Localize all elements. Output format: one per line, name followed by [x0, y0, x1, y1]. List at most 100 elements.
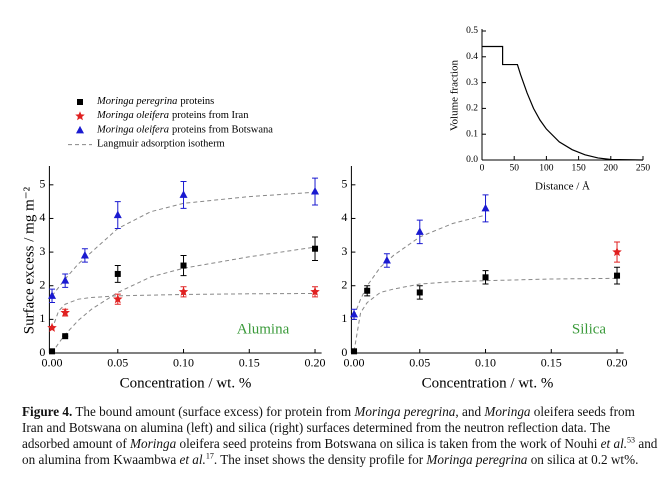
marker-square	[416, 289, 423, 296]
fit-curve	[353, 277, 618, 352]
caption-run: Moringa	[484, 404, 531, 419]
x-tick-label: 0	[480, 164, 485, 174]
marker-star	[75, 111, 85, 121]
marker-square	[614, 272, 621, 279]
marker-triangle	[80, 250, 89, 259]
annotation: Alumina	[237, 321, 290, 337]
caption-run: and on alumina from Kwaambwa	[22, 436, 658, 467]
marker-square	[180, 262, 187, 269]
marker-triangle	[179, 190, 188, 198]
y-tick-label: 0.1	[466, 129, 478, 139]
caption-run: , and	[455, 404, 485, 419]
y-tick-label: 4	[39, 210, 45, 224]
marker-triangle	[350, 309, 359, 318]
x-tick-label: 50	[509, 164, 519, 174]
y-tick-label: 0.5	[466, 26, 478, 36]
x-tick-label: 0.10	[475, 356, 496, 370]
x-tick-label: 150	[571, 164, 586, 174]
marker-star	[612, 247, 622, 257]
marker-triangle	[76, 125, 84, 134]
fit-curve	[51, 292, 316, 330]
caption-run: oleifera seeds from Iran and Botswana on…	[22, 404, 635, 451]
x-axis-title: Distance / Å	[535, 181, 590, 193]
y-axis-title: Surface excess / mg m⁻²	[21, 186, 37, 334]
marker-square	[482, 274, 489, 281]
caption-run: Moringa peregrina	[354, 404, 456, 419]
annotation: Silica	[572, 321, 607, 337]
marker-star	[47, 322, 57, 332]
y-tick-label: 2	[39, 277, 45, 291]
y-tick-label: 0.3	[466, 78, 478, 88]
marker-triangle	[48, 291, 57, 299]
x-tick-label: 0.00	[344, 356, 365, 370]
marker-square	[77, 99, 83, 105]
legend-text: proteins from Iran	[172, 111, 249, 122]
y-tick-label: 3	[341, 244, 347, 258]
x-tick-label: 0.10	[173, 356, 194, 370]
fit-curve	[51, 246, 316, 354]
caption-run: Moringa peregrina	[426, 452, 528, 467]
caption-run: Figure 4.	[22, 404, 73, 419]
x-tick-label: 0.20	[607, 356, 628, 370]
legend-species: Moringa oleifera	[96, 111, 169, 122]
x-tick-label: 250	[636, 164, 651, 174]
y-tick-label: 0.0	[466, 155, 478, 165]
x-axis-title: Concentration / wt. %	[422, 375, 554, 391]
legend-species: Moringa peregrina	[96, 96, 177, 107]
x-tick-label: 0.05	[409, 356, 430, 370]
caption-run: oleifera seed proteins from Botswana on …	[176, 436, 601, 451]
caption-run: Moringa	[130, 436, 177, 451]
legend-label: Moringa oleifera proteins from Iran	[96, 111, 249, 122]
legend-label: Moringa peregrina proteins	[96, 96, 214, 107]
caption-run: on silica at 0.2 wt%.	[527, 452, 639, 467]
legend-label: Moringa oleifera proteins from Botswana	[96, 125, 273, 136]
legend-species: Moringa oleifera	[96, 125, 169, 136]
y-tick-label: 0	[341, 345, 347, 359]
profile-line	[482, 45, 644, 161]
marker-square	[62, 333, 69, 340]
marker-triangle	[311, 187, 320, 195]
marker-triangle	[481, 203, 490, 212]
marker-square	[49, 348, 56, 355]
caption-run: The bound amount (surface excess) for pr…	[72, 404, 355, 419]
x-tick-label: 0.15	[541, 356, 562, 370]
caption-run: . The inset shows the density profile fo…	[213, 452, 427, 467]
legend-text: proteins from Botswana	[172, 125, 273, 136]
y-tick-label: 0.4	[466, 52, 478, 62]
marker-triangle	[415, 227, 424, 235]
y-axis-title: Volume fraction	[449, 60, 461, 131]
x-axis-title: Concentration / wt. %	[120, 375, 252, 391]
y-tick-label: 0.2	[466, 104, 478, 114]
caption: Figure 4. The bound amount (surface exce…	[22, 404, 658, 468]
y-tick-label: 1	[341, 311, 347, 325]
marker-triangle	[382, 256, 391, 264]
x-tick-label: 0.15	[239, 356, 260, 370]
caption-run: 53	[627, 435, 636, 445]
y-tick-label: 5	[39, 177, 45, 191]
caption-run: et al.	[600, 436, 628, 451]
marker-square	[114, 270, 121, 277]
legend-text: Langmuir adsorption isotherm	[97, 139, 225, 150]
y-tick-label: 4	[341, 210, 347, 224]
x-tick-label: 100	[539, 164, 554, 174]
marker-star	[113, 294, 123, 304]
marker-triangle	[113, 210, 122, 219]
marker-square	[364, 287, 371, 294]
x-tick-label: 0.05	[107, 356, 128, 370]
marker-star	[60, 307, 70, 317]
y-tick-label: 1	[39, 311, 45, 325]
y-tick-label: 3	[39, 244, 45, 258]
marker-square	[312, 245, 319, 252]
marker-star	[310, 286, 320, 296]
y-tick-label: 2	[341, 277, 347, 291]
marker-star	[178, 286, 189, 296]
x-tick-label: 0.00	[42, 356, 63, 370]
caption-run: 17	[205, 451, 214, 461]
y-tick-label: 0	[39, 345, 45, 359]
x-tick-label: 200	[604, 164, 619, 174]
marker-triangle	[61, 276, 70, 284]
marker-square	[351, 348, 358, 355]
legend-label: Langmuir adsorption isotherm	[97, 139, 225, 150]
